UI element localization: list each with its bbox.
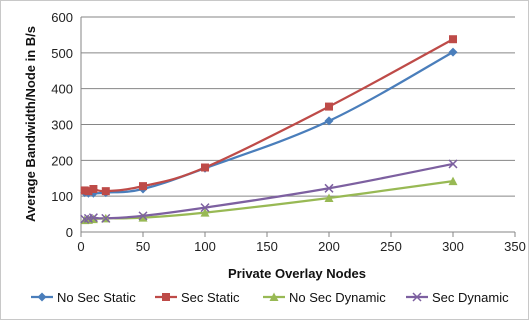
y-axis-title: Average Bandwidth/Node in B/s xyxy=(23,26,38,222)
x-tick-label: 350 xyxy=(504,239,526,254)
line-chart: 0 50 100 150 200 250 300 350 0 100 200 300 400 500 60… xyxy=(23,10,526,305)
legend-label: No Sec Dynamic xyxy=(289,290,386,305)
legend-swatch-marker xyxy=(269,292,279,301)
data-point-no-sec-dynamic xyxy=(324,193,334,202)
legend-swatch-marker xyxy=(162,293,170,301)
x-tick-label: 300 xyxy=(442,239,464,254)
legend-item-no-sec-dynamic: No Sec Dynamic xyxy=(263,290,386,305)
legend-swatch-marker xyxy=(412,292,422,302)
y-tick-label: 300 xyxy=(51,118,73,133)
legend: No Sec Static Sec Static No Sec Dynamic Sec… xyxy=(31,290,509,305)
data-point-no-sec-dynamic xyxy=(138,213,148,222)
legend-label: No Sec Static xyxy=(57,290,136,305)
series-markers xyxy=(80,35,458,225)
legend-swatch-marker xyxy=(37,292,47,302)
data-point-sec-static xyxy=(101,187,110,196)
x-tick-labels: 0 50 100 150 200 250 300 350 xyxy=(77,239,525,254)
y-tick-label: 0 xyxy=(66,225,73,240)
x-tick-label: 50 xyxy=(136,239,150,254)
y-tick-label: 100 xyxy=(51,189,73,204)
legend-item-no-sec-static: No Sec Static xyxy=(31,290,136,305)
data-point-sec-static xyxy=(449,35,457,44)
y-tick-label: 500 xyxy=(51,46,73,61)
legend-label: Sec Dynamic xyxy=(432,290,509,305)
series-line-no-sec-static xyxy=(84,51,454,195)
legend-item-sec-static: Sec Static xyxy=(155,290,240,305)
series-line-sec-static xyxy=(84,38,454,193)
y-tick-labels: 0 100 200 300 400 500 600 xyxy=(51,10,73,240)
data-point-no-sec-dynamic xyxy=(200,208,210,217)
data-point-sec-static xyxy=(84,187,93,196)
data-point-sec-static xyxy=(139,182,147,191)
data-point-sec-dynamic xyxy=(200,203,210,213)
gridlines xyxy=(81,16,515,197)
data-point-sec-dynamic xyxy=(101,213,111,223)
legend-label: Sec Static xyxy=(181,290,240,305)
data-point-sec-static xyxy=(325,102,333,111)
x-tick-label: 150 xyxy=(256,239,278,254)
data-point-sec-static xyxy=(89,185,98,193)
x-axis-title: Private Overlay Nodes xyxy=(228,266,366,281)
series-line-sec-dynamic xyxy=(84,162,454,221)
x-tick-label: 250 xyxy=(380,239,402,254)
axes xyxy=(80,17,516,237)
x-tick-label: 100 xyxy=(194,239,216,254)
legend-item-sec-dynamic: Sec Dynamic xyxy=(406,290,509,305)
x-tick-label: 0 xyxy=(77,239,84,254)
y-tick-label: 400 xyxy=(51,82,73,97)
data-point-sec-dynamic xyxy=(324,183,334,193)
data-point-sec-dynamic xyxy=(88,213,98,223)
data-point-no-sec-dynamic xyxy=(448,176,458,186)
y-tick-label: 200 xyxy=(51,153,73,168)
data-point-sec-dynamic xyxy=(138,211,148,221)
data-point-no-sec-static xyxy=(324,116,334,126)
y-tick-label: 600 xyxy=(51,10,73,25)
data-point-no-sec-static xyxy=(448,47,458,57)
series-lines xyxy=(84,38,454,222)
data-point-sec-static xyxy=(201,163,209,172)
x-tick-label: 200 xyxy=(318,239,340,254)
data-point-sec-dynamic xyxy=(448,159,458,169)
